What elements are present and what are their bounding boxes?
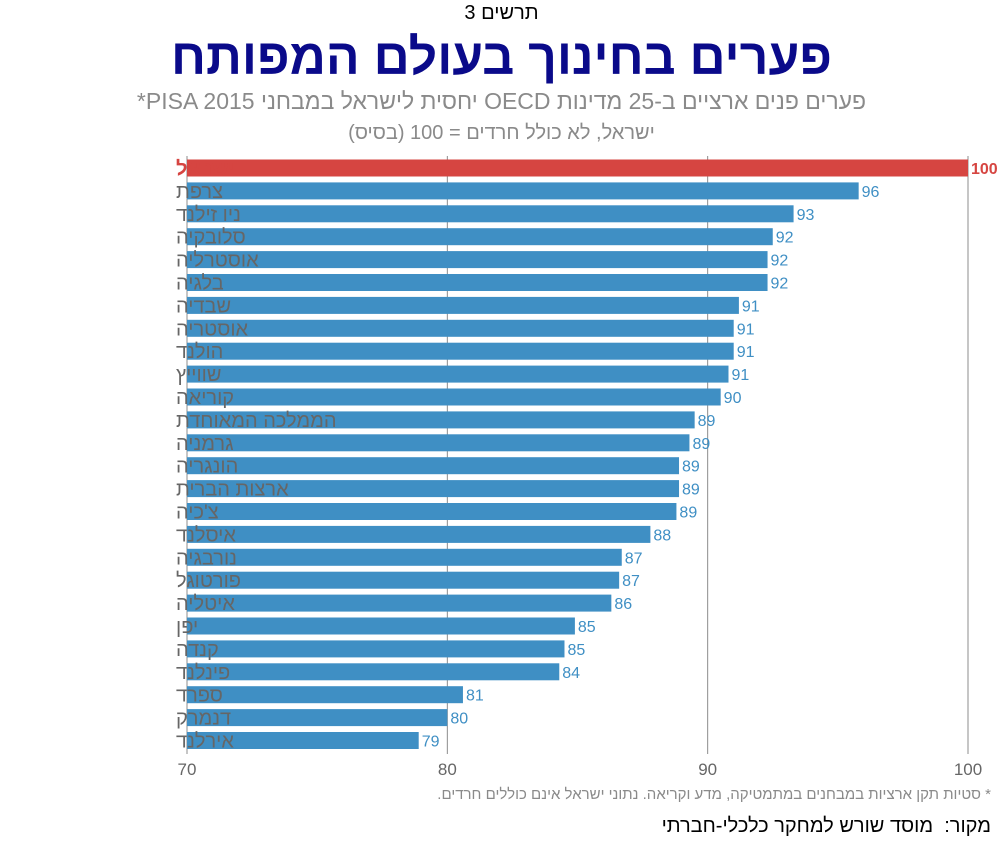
chart-subtitle: פערים פנים ארציים ב-25 מדינות OECD יחסית… (136, 88, 867, 114)
x-tick-label: 100 (954, 760, 982, 779)
value-label: 87 (625, 550, 643, 567)
value-label: 89 (698, 413, 716, 430)
category-label: אוסטרליה (176, 250, 259, 272)
value-label: 92 (771, 276, 789, 293)
value-label: 88 (653, 527, 671, 544)
bar (187, 365, 729, 383)
category-label: שבדיה (176, 295, 231, 317)
value-label: 87 (622, 573, 640, 590)
value-label: 86 (614, 596, 632, 613)
value-label: 80 (450, 711, 468, 728)
value-label: 100 (971, 161, 998, 178)
bar (187, 640, 565, 658)
bars (187, 159, 968, 749)
figure-label: תרשים 3 (464, 2, 539, 24)
bar (187, 525, 651, 543)
category-label: אוסטריה (176, 318, 249, 340)
category-label: דנמרק (176, 708, 231, 730)
bar (187, 457, 680, 475)
value-label: 89 (682, 459, 700, 476)
bar (187, 594, 612, 612)
bar (187, 663, 560, 681)
bar (187, 319, 734, 337)
category-label: אירלנד (176, 731, 234, 753)
category-label: הממלכה המאוחדת (176, 410, 337, 432)
bar (187, 686, 463, 704)
category-label: סלובקיה (176, 227, 246, 249)
value-label: 90 (724, 390, 742, 407)
value-label: 89 (679, 505, 697, 522)
value-label: 96 (862, 184, 880, 201)
bar (187, 205, 794, 223)
value-label: 92 (771, 253, 789, 270)
value-labels: 1009693929292919191919089898989898887878… (422, 161, 998, 751)
x-tick-label: 80 (438, 760, 457, 779)
value-label: 93 (797, 207, 815, 224)
category-label: הונגריה (176, 456, 238, 478)
category-label: גרמניה (176, 433, 234, 455)
bar (187, 182, 859, 200)
value-label: 91 (737, 344, 755, 361)
bar (187, 228, 773, 246)
bar (187, 388, 721, 406)
category-label: קנדה (176, 639, 219, 661)
x-tick-label: 90 (698, 760, 717, 779)
category-label: נורבגיה (176, 547, 237, 569)
bar (187, 251, 768, 269)
bar (187, 732, 419, 749)
x-tick-label: 70 (178, 760, 197, 779)
value-label: 85 (578, 619, 596, 636)
category-label: יפן (176, 616, 198, 638)
category-label: קוריאה (176, 387, 234, 409)
chart-title: פערים בחינוך בעולם המפותח (171, 29, 832, 85)
source-note: מקור: מוסד שורש למחקר כלכלי-חברתי (661, 815, 991, 837)
category-label: פינלנד (176, 662, 230, 684)
bar (187, 411, 695, 429)
bar (187, 548, 622, 566)
value-label: 91 (731, 367, 749, 384)
bar (187, 571, 620, 589)
bar (187, 503, 677, 520)
category-label: איטליה (176, 593, 235, 615)
category-label: ארצות הברית (176, 479, 289, 501)
value-label: 91 (742, 298, 760, 315)
bar (187, 434, 690, 452)
category-label: איסלנד (176, 524, 236, 546)
value-label: 79 (422, 734, 440, 751)
value-label: 81 (466, 688, 484, 705)
value-label: 89 (682, 482, 700, 499)
value-label: 84 (562, 665, 580, 682)
bar (187, 296, 739, 314)
bar (187, 480, 680, 498)
category-label: ספרד (176, 685, 223, 707)
x-axis-ticks: 70 80 90 100 (178, 760, 983, 779)
category-label: צרפת (176, 181, 223, 203)
value-label: 91 (737, 321, 755, 338)
bar (187, 159, 968, 177)
bar (187, 274, 768, 291)
category-label: ישראל (176, 158, 234, 180)
category-label: פורטוגל (176, 570, 241, 592)
category-label: הולנד (176, 341, 223, 363)
chart-subtitle-base: ישראל, לא כולל חרדים = 100 (בסיס) (348, 122, 655, 144)
value-label: 89 (692, 436, 710, 453)
value-label: 85 (567, 642, 585, 659)
bar (187, 617, 575, 635)
footnote: * סטיות תקן ארציות במבחנים במתמטיקה, מדע… (437, 786, 991, 803)
category-label: צ'כיה (176, 502, 219, 524)
bar (187, 342, 734, 360)
category-label: ניו זילנד (176, 204, 241, 226)
category-label: שווייץ (176, 364, 221, 386)
category-label: בלגיה (176, 273, 224, 295)
value-label: 92 (776, 230, 794, 247)
bar (187, 709, 448, 727)
